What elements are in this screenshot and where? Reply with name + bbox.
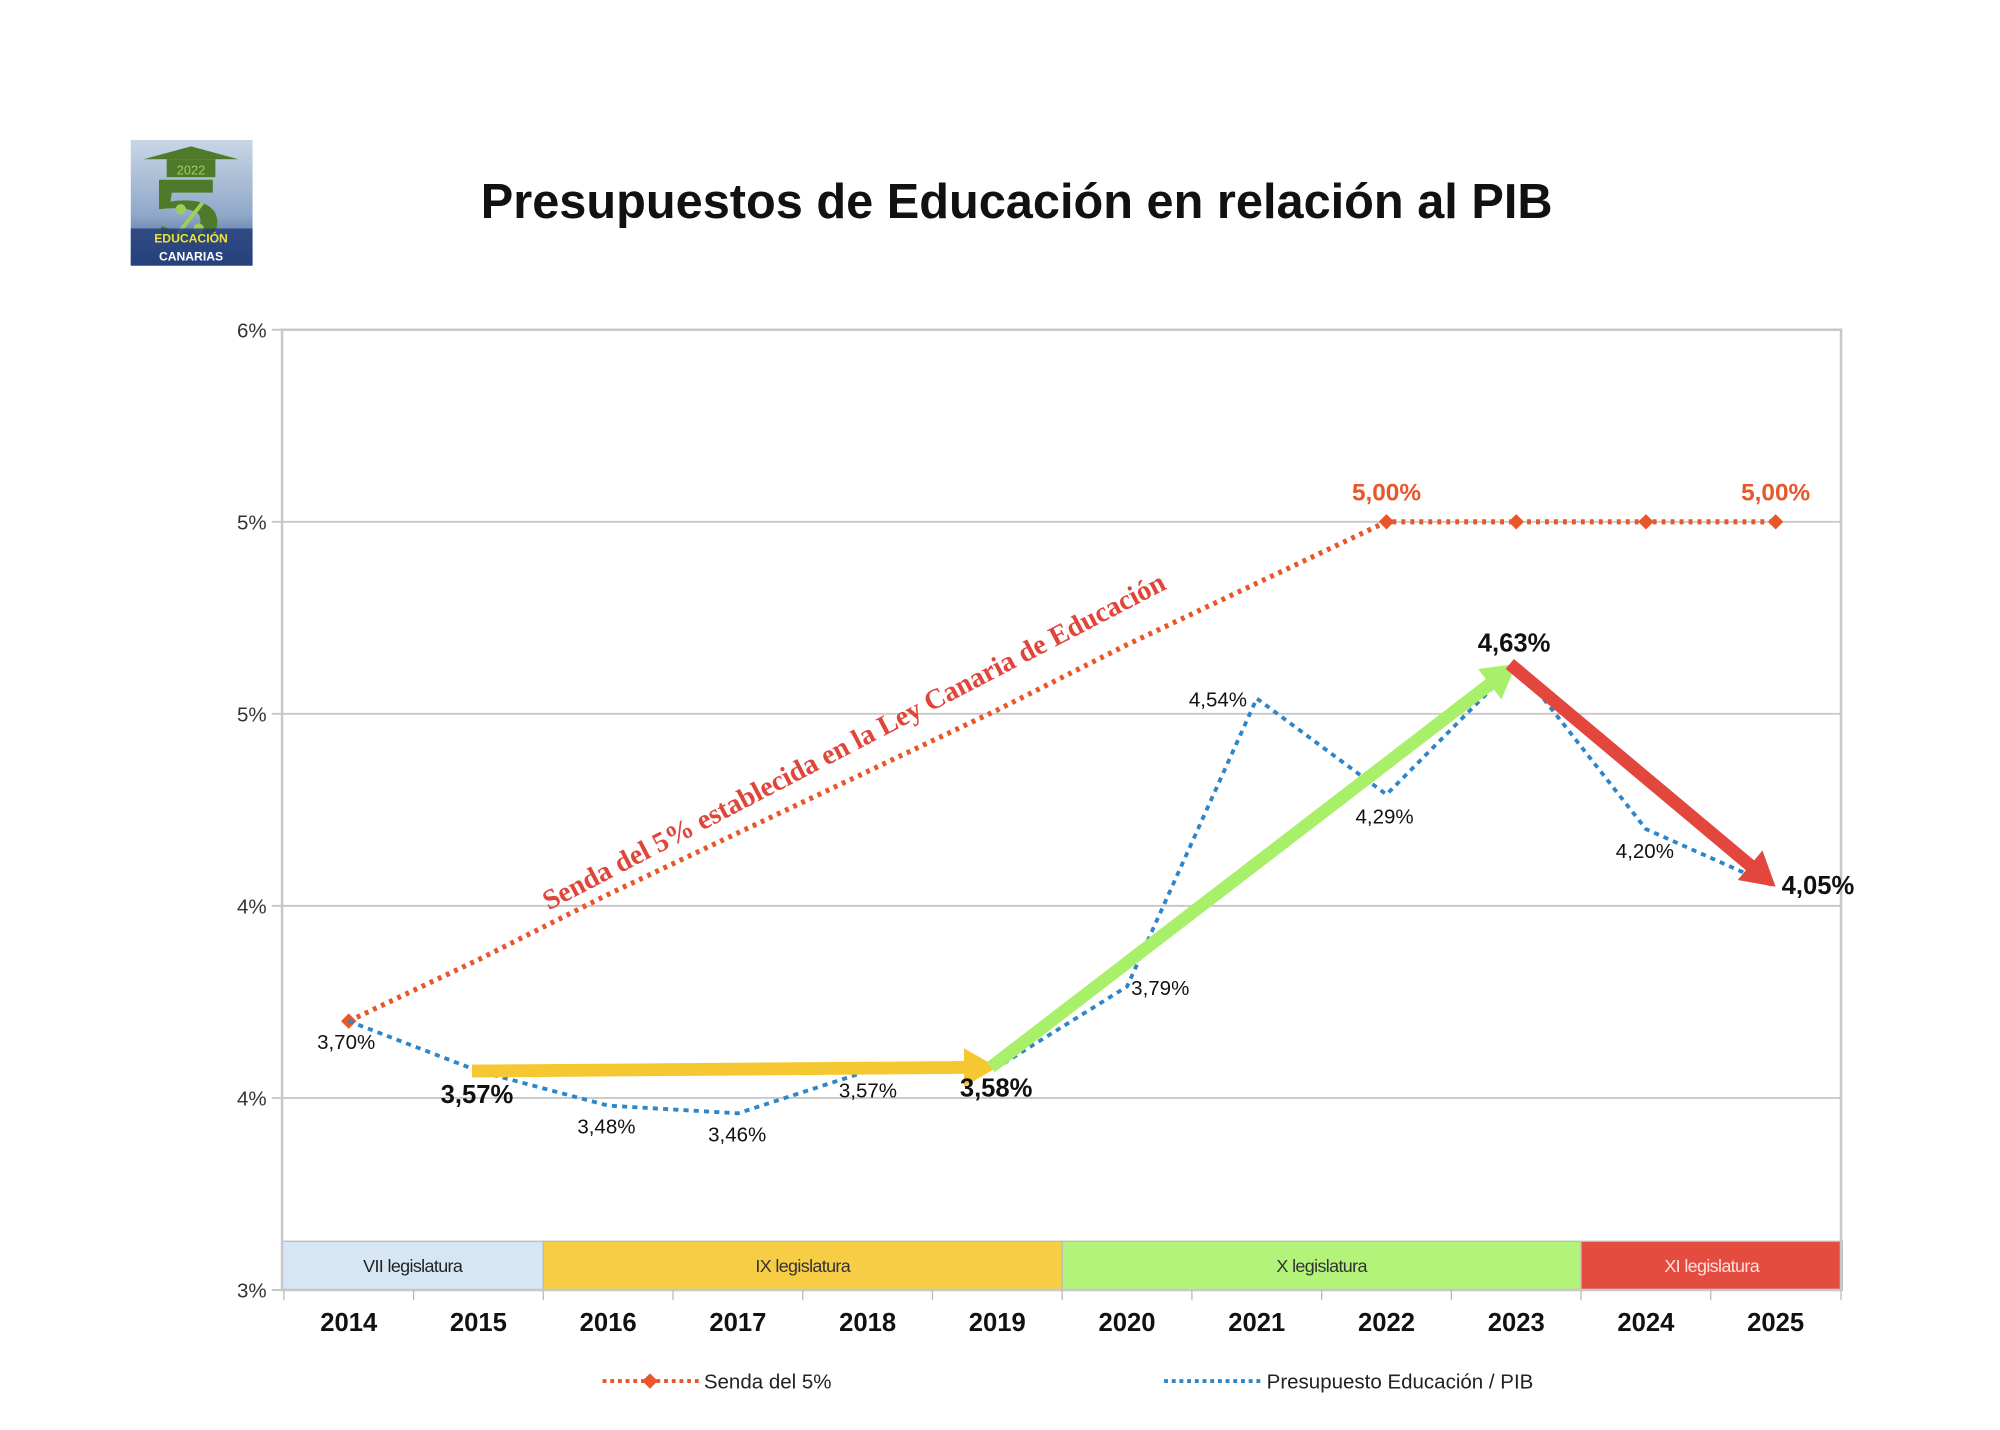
- legislatura-band: IX legislatura: [542, 1240, 1063, 1291]
- presupuesto-data-label: 4,05%: [1782, 872, 1855, 900]
- presupuesto-data-label: 3,46%: [708, 1123, 766, 1146]
- y-axis: 3% 4% 4% 5% 5% 6%: [237, 319, 267, 1302]
- legislatura-band: XI legislatura: [1580, 1240, 1843, 1291]
- legislatura-label: VII legislatura: [363, 1256, 463, 1276]
- legislatura-label: IX legislatura: [755, 1256, 850, 1276]
- legislatura-label: X legislatura: [1276, 1256, 1367, 1276]
- y-tick-label: 5%: [237, 704, 267, 727]
- senda-marker: [1638, 514, 1654, 530]
- x-tick-label: 2020: [1099, 1309, 1156, 1337]
- y-tick-label: 4%: [237, 1088, 267, 1111]
- logo-year: 2022: [177, 163, 206, 178]
- presupuesto-data-label: 4,54%: [1189, 689, 1247, 712]
- series: [341, 514, 1784, 1116]
- senda-data-label: 5,00%: [1352, 479, 1421, 506]
- x-tick-label: 2021: [1228, 1309, 1285, 1337]
- logo-line2: CANARIAS: [159, 250, 223, 264]
- legislatura-band-fill: [542, 1240, 1063, 1291]
- legislatura-band-fill: [1061, 1240, 1582, 1291]
- data-labels: 5,00% 5,00% 3,70% 3,57% 3,48% 3,46% 3,57% 3,58%…: [317, 479, 1854, 1146]
- trend-arrow: [1505, 658, 1776, 887]
- presupuesto-data-label: 4,20%: [1616, 840, 1674, 863]
- legislatura-band: VII legislatura: [281, 1240, 544, 1291]
- presupuesto-data-label: 4,29%: [1356, 805, 1414, 828]
- y-tick-label: 6%: [237, 319, 267, 342]
- presupuesto-data-label: 3,58%: [960, 1074, 1033, 1102]
- y-tick-label: 4%: [237, 896, 267, 919]
- senda-data-label: 5,00%: [1741, 479, 1810, 506]
- x-axis: 2014 2015 2016 2017 2018 2019 2020 2021 2022 2023…: [283, 1290, 1842, 1337]
- series-line-senda: [347, 519, 1776, 1024]
- senda-annotation: Senda del 5% establecida en la Ley Canar…: [538, 567, 1171, 917]
- trend-arrow: [471, 1048, 998, 1087]
- x-tick-label: 2015: [450, 1309, 507, 1337]
- legislatura-band: X legislatura: [1061, 1240, 1582, 1291]
- legend-item-presupuesto[interactable]: Presupuesto Educación / PIB: [1164, 1371, 1533, 1394]
- x-tick-label: 2024: [1617, 1309, 1675, 1337]
- legend-label-senda: Senda del 5%: [704, 1371, 832, 1394]
- legend-label-presupuesto: Presupuesto Educación / PIB: [1267, 1371, 1534, 1394]
- senda-marker: [1767, 514, 1784, 530]
- presupuesto-data-label: 3,79%: [1131, 977, 1189, 1000]
- x-tick-label: 2025: [1747, 1309, 1804, 1337]
- y-tick-label: 3%: [237, 1280, 267, 1303]
- presupuesto-data-label: 4,63%: [1478, 630, 1551, 658]
- x-tick-label: 2014: [320, 1309, 378, 1337]
- x-tick-label: 2018: [839, 1309, 896, 1337]
- senda-marker: [1378, 514, 1395, 530]
- gridlines: [271, 328, 1842, 1291]
- legend-item-senda[interactable]: Senda del 5%: [602, 1371, 832, 1394]
- x-tick-label: 2019: [969, 1309, 1026, 1337]
- presupuesto-data-label: 3,57%: [441, 1081, 514, 1109]
- diamond-marker-icon: [642, 1373, 658, 1389]
- logo-line1: EDUCACIÓN: [154, 231, 228, 246]
- trend-arrows: [471, 658, 1776, 1087]
- x-tick-label: 2016: [580, 1309, 637, 1337]
- x-tick-label: 2022: [1358, 1309, 1415, 1337]
- presupuesto-data-label: 3,57%: [839, 1080, 897, 1103]
- legislatura-label: XI legislatura: [1664, 1256, 1759, 1276]
- x-tick-label: 2017: [709, 1309, 766, 1337]
- logo: 2022 EDUCACIÓN CANARIAS: [130, 140, 253, 266]
- chart-title: Presupuestos de Educación en relación al…: [481, 175, 1553, 229]
- trend-arrow: [987, 663, 1517, 1073]
- plot-frame: [280, 328, 1843, 1292]
- senda-marker: [1508, 514, 1524, 530]
- y-tick-label: 5%: [237, 511, 267, 534]
- legislatura-bands: VII legislatura IX legislatura X legislatu…: [281, 1240, 1843, 1291]
- presupuesto-data-label: 3,70%: [317, 1031, 375, 1054]
- presupuesto-data-label: 3,48%: [577, 1116, 635, 1139]
- legend: Senda del 5% Presupuesto Educación / PIB: [602, 1371, 1533, 1394]
- x-tick-label: 2023: [1488, 1309, 1545, 1337]
